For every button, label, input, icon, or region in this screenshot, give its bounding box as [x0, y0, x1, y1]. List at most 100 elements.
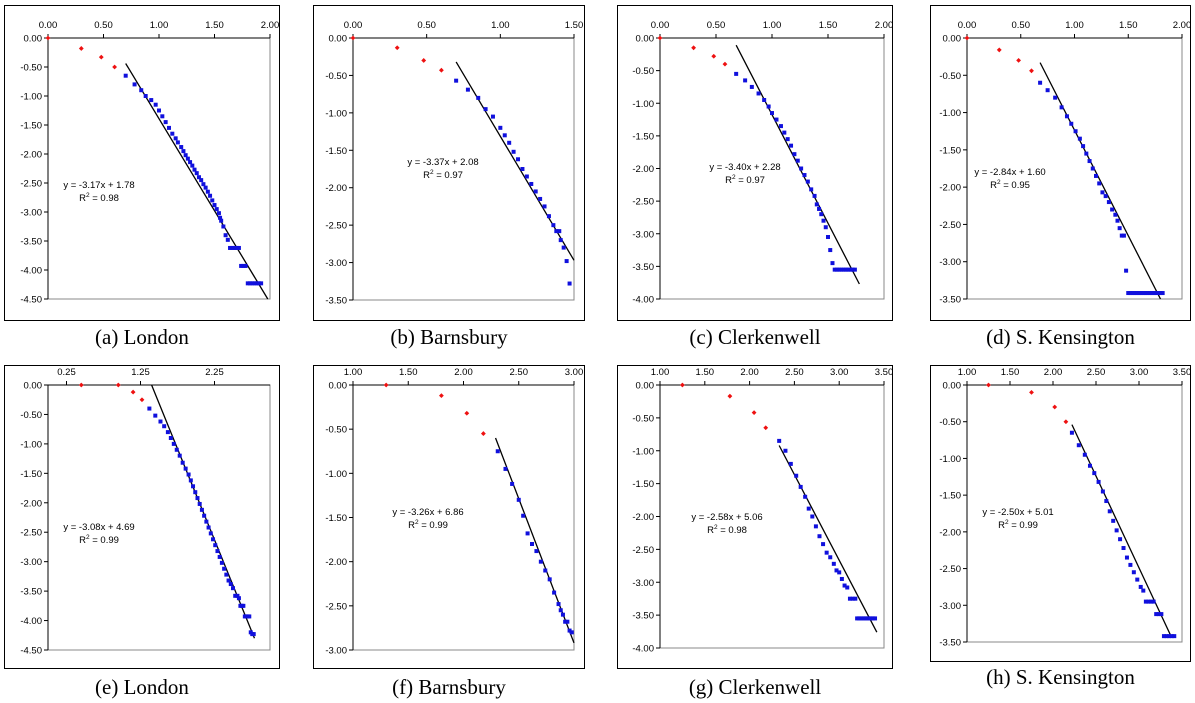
panel-caption: (c) Clerkenwell	[689, 325, 821, 349]
r-squared-label: R2 = 0.99	[998, 519, 1038, 531]
x-tick-label: 1.00	[150, 20, 169, 31]
r-squared-value: = 0.98	[90, 193, 119, 204]
data-point-blue	[777, 438, 782, 443]
data-point-blue	[180, 460, 185, 465]
plot-content	[78, 382, 256, 639]
data-point-blue	[153, 102, 158, 107]
data-point-blue	[208, 193, 213, 198]
data-point-blue	[834, 267, 839, 272]
y-tick-label: -2.50	[20, 179, 42, 190]
data-point-blue	[565, 619, 570, 624]
data-point-blue	[1111, 518, 1116, 523]
data-point-blue	[558, 238, 563, 243]
data-point-blue	[843, 267, 848, 272]
data-point-blue	[783, 448, 788, 453]
chart-frame	[313, 365, 585, 669]
r-squared-letter: R	[408, 520, 415, 531]
data-point-blue	[1115, 218, 1120, 223]
panel-d: 0.00 0.50 1.00 1.50 2.00 0.00 -0.50 -1.00 -1.50 -…	[930, 5, 1191, 355]
y-tick-label: -1.50	[20, 469, 42, 480]
r-squared-exponent: 2	[714, 524, 718, 531]
data-point-red	[751, 410, 757, 416]
data-point-blue	[173, 136, 178, 141]
plot-content	[657, 35, 860, 285]
data-point-blue	[828, 248, 833, 253]
data-point-blue	[234, 245, 239, 250]
data-point-red	[1029, 68, 1034, 74]
data-point-blue	[1131, 570, 1136, 575]
y-tick-label: -0.50	[632, 413, 654, 424]
y-tick-label: -3.00	[325, 646, 347, 657]
data-point-blue	[525, 531, 530, 536]
chart-frame	[313, 5, 585, 321]
data-point-blue	[1084, 151, 1089, 156]
y-tick-label: -2.00	[325, 557, 347, 568]
data-point-blue	[819, 212, 824, 217]
y-tick-label: -0.50	[325, 71, 347, 82]
y-tick-label: -3.00	[325, 258, 347, 269]
regression-equation: y = -2.84x + 1.60	[974, 167, 1045, 178]
data-point-blue	[1064, 114, 1069, 119]
data-point-blue	[1094, 173, 1098, 178]
r-squared-exponent: 2	[732, 174, 736, 181]
x-tick-label: 0.00	[958, 20, 977, 31]
data-point-blue	[476, 95, 481, 100]
data-point-blue	[1149, 291, 1154, 296]
data-point-blue	[218, 215, 223, 220]
x-tick-label: 3.00	[565, 367, 584, 378]
data-point-blue	[191, 484, 196, 489]
y-tick-label: -4.00	[20, 266, 42, 277]
data-point-blue	[252, 281, 257, 286]
data-point-blue	[225, 237, 230, 242]
data-point-blue	[210, 198, 215, 203]
data-point-blue	[194, 171, 199, 176]
panel-f: 1.00 1.50 2.00 2.50 3.00 0.00 -0.50 -1.00 -1.50 -…	[313, 365, 585, 703]
data-point-blue	[1077, 136, 1082, 141]
x-tick-label: 3.00	[1130, 367, 1149, 378]
regression-equation: y = -2.58x + 5.06	[691, 512, 762, 523]
data-point-blue	[219, 560, 224, 565]
data-point-blue	[770, 111, 774, 116]
data-point-blue	[841, 267, 846, 272]
chart-frame	[617, 365, 893, 669]
r-squared-exponent: 2	[415, 519, 419, 526]
r-squared-value: = 0.97	[736, 175, 765, 186]
x-tick-label: 1.50	[696, 367, 715, 378]
chart-svg: 1.00 1.50 2.00 2.50 3.00 0.00 -0.50 -1.00 -1.50 -…	[313, 365, 585, 669]
y-tick-label: -3.50	[20, 587, 42, 598]
x-tick-label: 0.50	[94, 20, 113, 31]
y-tick-label: -1.00	[939, 454, 961, 465]
data-point-blue	[794, 473, 799, 478]
x-tick-label: 1.00	[651, 367, 670, 378]
x-tick-label: 0.00	[344, 20, 363, 31]
data-point-blue	[1132, 291, 1137, 296]
data-point-blue	[171, 441, 176, 446]
data-point-blue	[826, 235, 830, 240]
data-point-blue	[1104, 499, 1109, 504]
data-point-blue	[766, 104, 771, 109]
x-tick-label: 1.25	[131, 367, 150, 378]
data-point-blue	[228, 582, 233, 587]
data-point-blue	[1158, 291, 1163, 296]
plot-content	[383, 382, 575, 644]
y-tick-label: -2.50	[632, 197, 654, 208]
r-squared-letter: R	[725, 175, 732, 186]
data-point-red	[1029, 389, 1034, 395]
data-point-blue	[1106, 200, 1111, 205]
data-point-blue	[183, 466, 188, 471]
data-point-blue	[567, 281, 572, 286]
data-point-blue	[149, 98, 154, 103]
y-tick-label: -2.00	[20, 150, 42, 161]
data-point-blue	[778, 124, 783, 129]
data-point-red	[394, 45, 400, 51]
r-squared-value: = 0.95	[1001, 180, 1030, 191]
y-tick-label: -2.50	[325, 601, 347, 612]
data-point-blue	[165, 430, 170, 435]
data-point-red	[1016, 57, 1021, 63]
x-tick-label: 3.00	[830, 367, 849, 378]
data-point-blue	[521, 513, 526, 518]
data-point-blue	[206, 525, 211, 530]
y-tick-label: -0.50	[20, 63, 42, 74]
data-point-blue	[873, 616, 878, 621]
x-tick-label: 1.00	[763, 20, 782, 31]
